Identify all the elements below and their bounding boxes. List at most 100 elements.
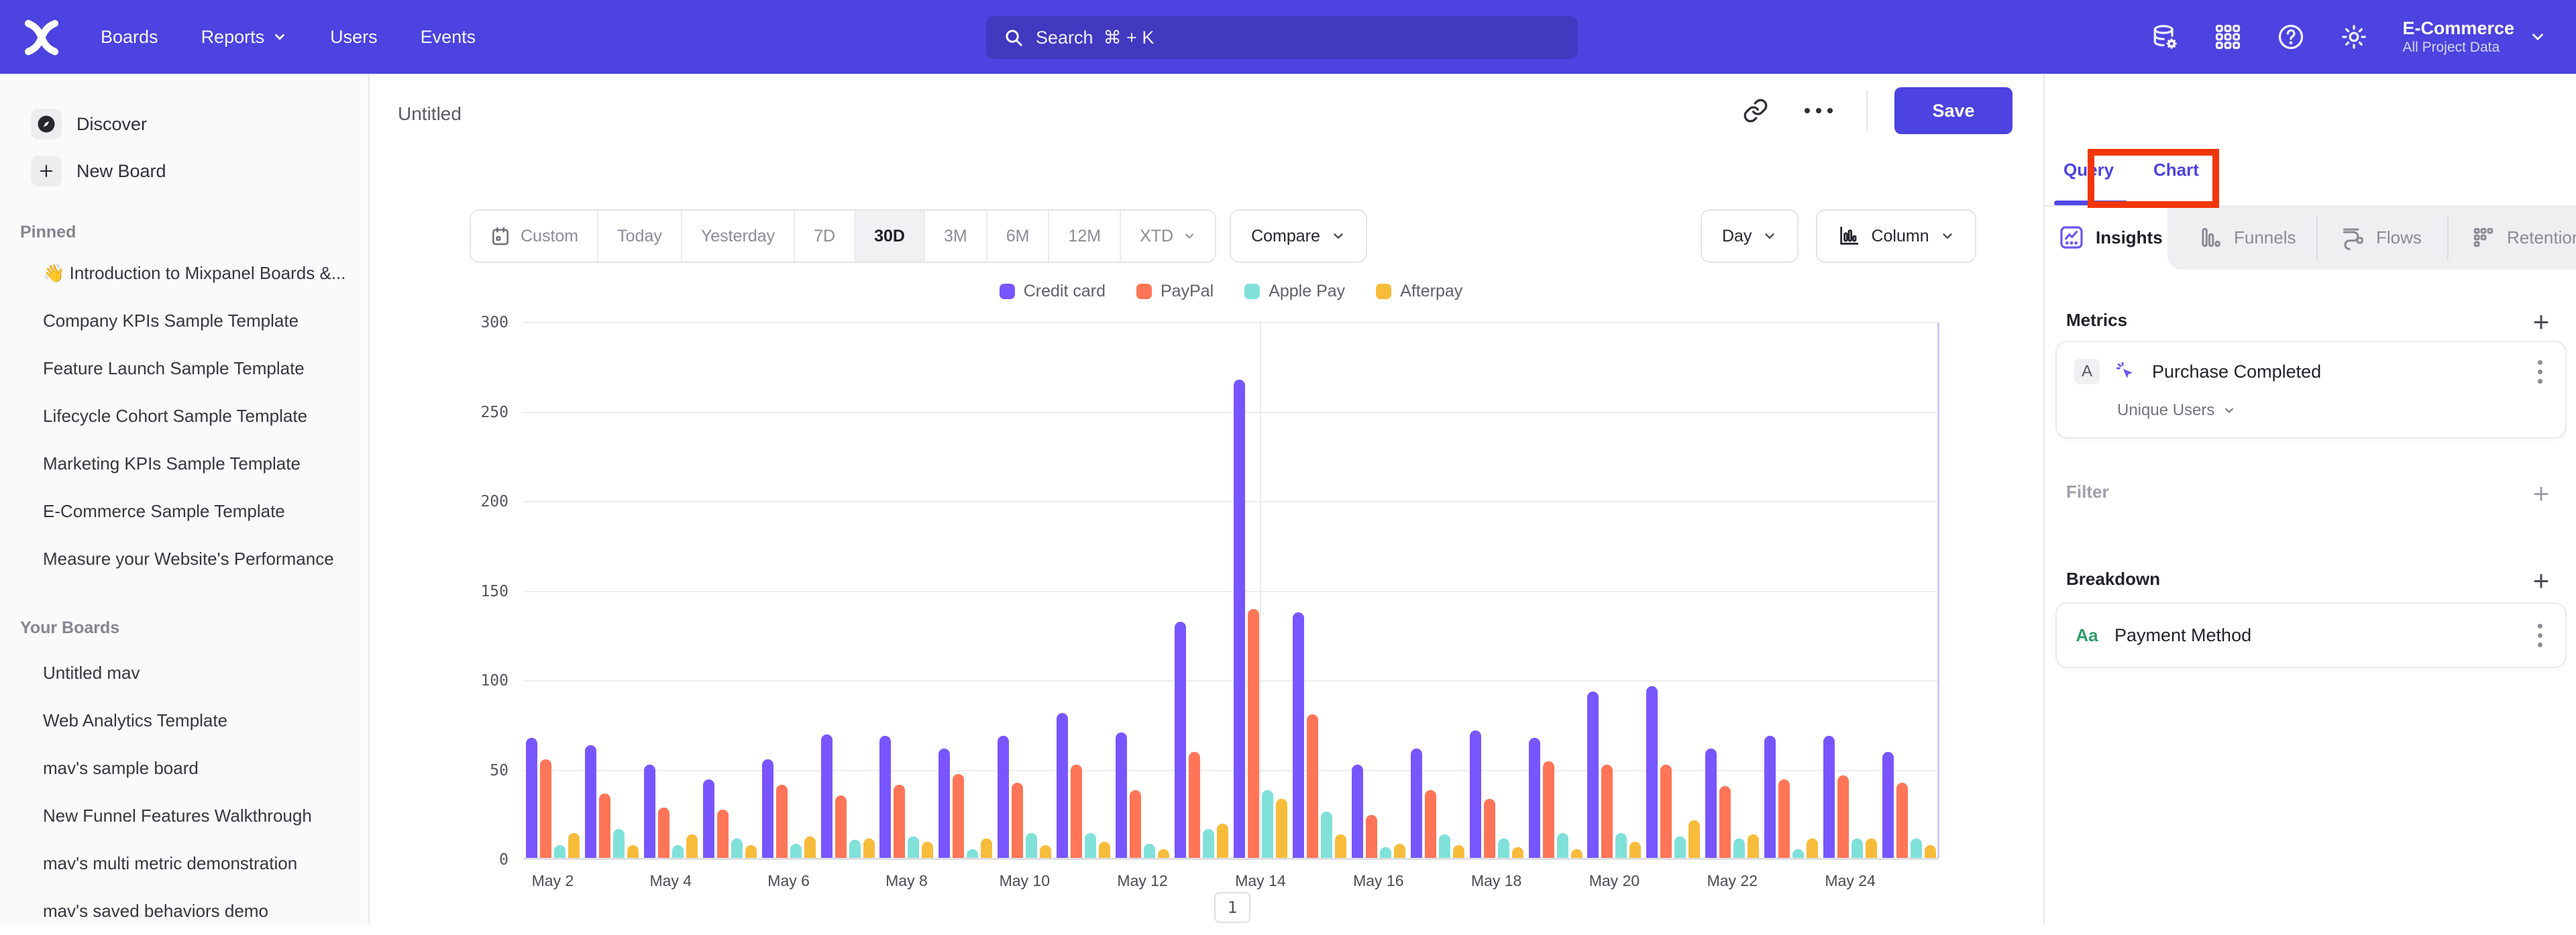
bar-credit-card[interactable] [879, 736, 892, 858]
bar-credit-card[interactable] [1587, 691, 1599, 858]
bar-paypal[interactable] [1189, 752, 1201, 858]
bar-afterpay[interactable] [568, 832, 580, 858]
bar-afterpay[interactable] [1393, 843, 1405, 858]
bar-paypal[interactable] [1483, 798, 1495, 858]
more-options-button[interactable] [1798, 101, 1839, 120]
sidebar-item-new-board[interactable]: New Board [31, 156, 166, 186]
granularity-dropdown[interactable]: Day [1701, 209, 1799, 263]
bar-paypal[interactable] [1542, 761, 1554, 858]
bar-paypal[interactable] [1424, 789, 1436, 858]
bar-paypal[interactable] [953, 773, 965, 858]
bar-paypal[interactable] [1601, 765, 1613, 858]
project-selector[interactable]: E-Commerce All Project Data [2402, 18, 2546, 55]
bar-credit-card[interactable] [820, 734, 833, 858]
bar-afterpay[interactable] [1217, 824, 1229, 858]
range-6m[interactable]: 6M [987, 211, 1050, 262]
metric-card[interactable]: A Purchase Completed Unique Users [2055, 341, 2567, 439]
bar-paypal[interactable] [657, 808, 669, 858]
bar-credit-card[interactable] [1410, 749, 1422, 858]
range-custom[interactable]: Custom [471, 211, 599, 262]
bar-paypal[interactable] [716, 809, 729, 858]
sidebar-board-item[interactable]: E-Commerce Sample Template [43, 501, 285, 521]
bar-paypal[interactable] [1896, 782, 1909, 858]
bar-credit-card[interactable] [1469, 730, 1481, 858]
bar-paypal[interactable] [1071, 765, 1083, 858]
nav-item-users[interactable]: Users [330, 27, 378, 48]
copy-link-icon[interactable] [1740, 95, 1771, 126]
bar-paypal[interactable] [1719, 786, 1731, 858]
bar-credit-card[interactable] [998, 736, 1010, 858]
bar-paypal[interactable] [1012, 782, 1024, 858]
compare-button[interactable]: Compare [1230, 209, 1367, 263]
bar-credit-card[interactable] [938, 749, 951, 858]
bar-apple-pay[interactable] [1320, 811, 1332, 858]
help-icon[interactable] [2276, 22, 2306, 52]
sidebar-board-item[interactable]: mav's saved behaviors demo [43, 901, 268, 921]
bar-afterpay[interactable] [1748, 834, 1760, 858]
bar-credit-card[interactable] [1057, 712, 1069, 858]
bar-afterpay[interactable] [1570, 848, 1582, 858]
sidebar-board-item[interactable]: 👋 Introduction to Mixpanel Boards &... [43, 263, 346, 283]
report-tab-retention[interactable]: Retention [2457, 205, 2576, 270]
report-tab-flows[interactable]: Flows [2326, 205, 2422, 270]
bar-apple-pay[interactable] [612, 829, 625, 858]
bar-apple-pay[interactable] [1556, 832, 1568, 858]
bar-apple-pay[interactable] [1851, 838, 1864, 858]
bar-paypal[interactable] [1306, 714, 1318, 858]
bar-credit-card[interactable] [1646, 685, 1658, 858]
range-30d[interactable]: 30D [855, 211, 925, 262]
bar-apple-pay[interactable] [1085, 832, 1097, 858]
search-input[interactable]: Search ⌘ + K [986, 16, 1578, 59]
bar-afterpay[interactable] [1511, 846, 1523, 858]
bar-apple-pay[interactable] [1911, 838, 1923, 858]
metric-kebab-menu[interactable] [2532, 355, 2548, 389]
sidebar-board-item[interactable]: Company KPIs Sample Template [43, 311, 299, 331]
sidebar-item-discover[interactable]: Discover [31, 109, 147, 140]
bar-afterpay[interactable] [1629, 841, 1642, 858]
legend-item[interactable]: Credit card [999, 282, 1106, 301]
range-7d[interactable]: 7D [795, 211, 856, 262]
report-tab-insights[interactable]: Insights [2045, 205, 2163, 270]
tab-query[interactable]: Query [2063, 160, 2114, 180]
bar-credit-card[interactable] [1882, 752, 1894, 858]
bar-credit-card[interactable] [761, 759, 773, 858]
bar-afterpay[interactable] [1452, 845, 1464, 858]
bar-apple-pay[interactable] [967, 848, 979, 858]
bar-afterpay[interactable] [1925, 845, 1937, 858]
bar-apple-pay[interactable] [1792, 848, 1805, 858]
add-metric-button[interactable]: + [2532, 306, 2550, 337]
bar-credit-card[interactable] [1351, 765, 1363, 858]
legend-item[interactable]: Apple Pay [1244, 282, 1345, 301]
bar-paypal[interactable] [1660, 765, 1672, 858]
bar-credit-card[interactable] [1528, 738, 1540, 858]
legend-item[interactable]: PayPal [1136, 282, 1214, 301]
bar-credit-card[interactable] [525, 738, 537, 858]
bar-afterpay[interactable] [863, 838, 875, 858]
sidebar-board-item[interactable]: Measure your Website's Performance [43, 549, 334, 569]
bar-afterpay[interactable] [981, 838, 993, 858]
chart-type-dropdown[interactable]: Column [1816, 209, 1976, 263]
bar-apple-pay[interactable] [1144, 843, 1156, 858]
bar-apple-pay[interactable] [1203, 829, 1215, 858]
bar-paypal[interactable] [598, 793, 610, 858]
bar-afterpay[interactable] [1807, 838, 1819, 858]
board-title[interactable]: Untitled [398, 103, 462, 124]
aggregation-dropdown[interactable]: Unique Users [2057, 401, 2565, 420]
bar-credit-card[interactable] [584, 745, 596, 858]
nav-item-events[interactable]: Events [421, 27, 476, 48]
bar-credit-card[interactable] [1175, 621, 1187, 858]
bar-afterpay[interactable] [627, 845, 639, 858]
sidebar-board-item[interactable]: Web Analytics Template [43, 710, 228, 730]
data-management-icon[interactable] [2150, 22, 2180, 52]
bar-paypal[interactable] [1247, 608, 1259, 858]
bar-credit-card[interactable] [1116, 732, 1128, 858]
sidebar-board-item[interactable]: mav's sample board [43, 758, 199, 778]
bar-paypal[interactable] [835, 795, 847, 858]
sidebar-board-item[interactable]: Marketing KPIs Sample Template [43, 453, 301, 474]
bar-afterpay[interactable] [1334, 834, 1346, 858]
breakdown-card[interactable]: Aa Payment Method [2055, 602, 2567, 668]
bar-apple-pay[interactable] [672, 845, 684, 858]
apps-grid-icon[interactable] [2213, 22, 2243, 52]
save-button[interactable]: Save [1894, 87, 2012, 134]
bar-apple-pay[interactable] [1261, 789, 1273, 858]
